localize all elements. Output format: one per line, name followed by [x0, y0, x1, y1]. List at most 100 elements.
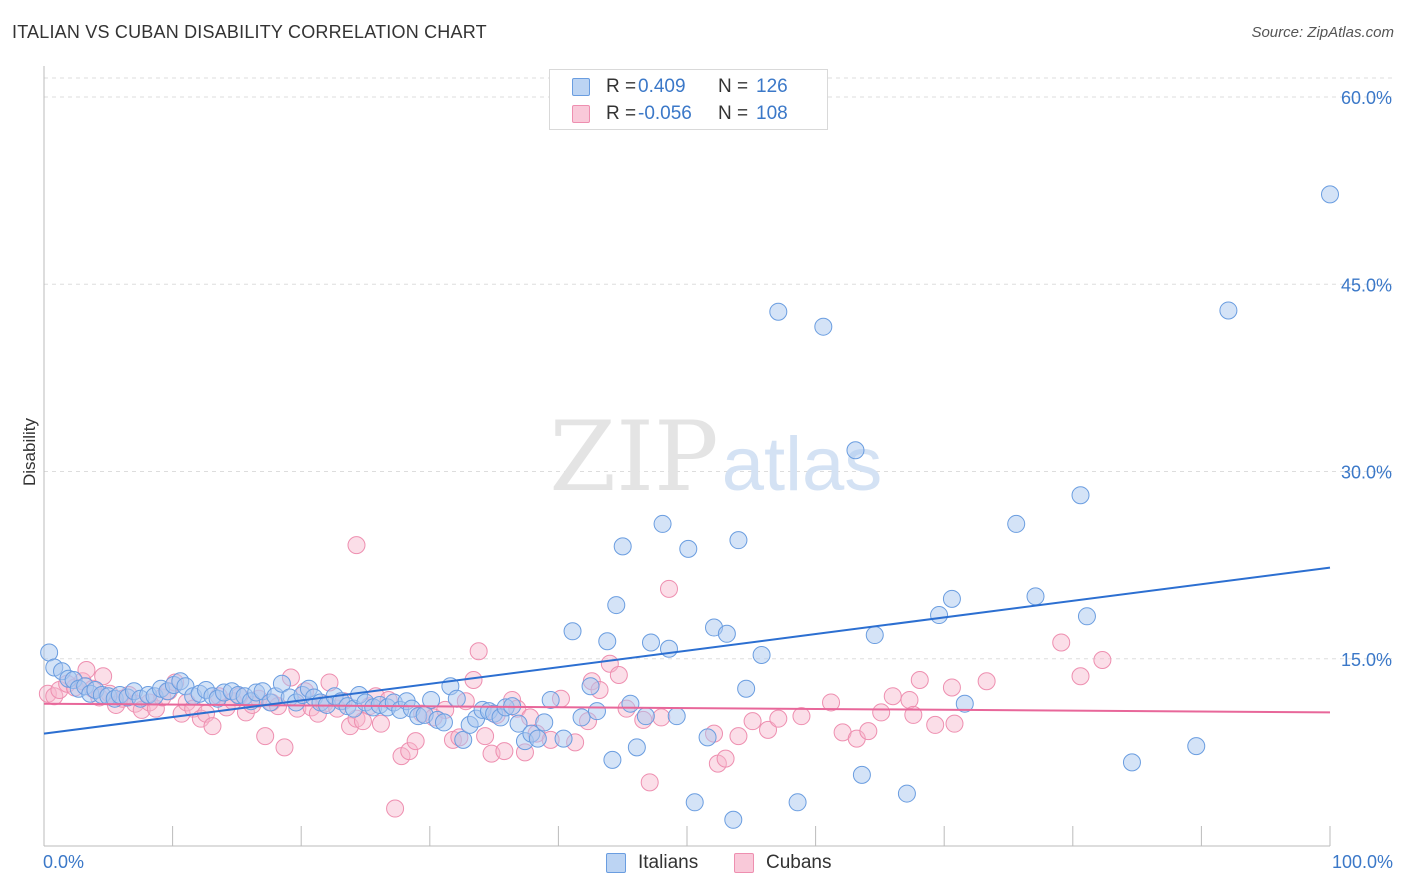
legend-row-cubans: R = -0.056 N = 108	[572, 101, 788, 127]
cubans-point	[203, 717, 222, 736]
italians-point	[509, 714, 528, 733]
grid-lines	[44, 77, 1392, 660]
y-tick-label: 30.0%	[1341, 463, 1392, 483]
cubans-point	[716, 749, 735, 768]
cubans-point	[872, 703, 891, 722]
cubans-point	[476, 727, 495, 746]
y-tick-label: 45.0%	[1341, 275, 1392, 295]
cubans-point	[652, 708, 671, 727]
cubans-point	[495, 742, 514, 761]
cubans-point	[926, 715, 945, 734]
italians-point	[724, 810, 743, 829]
chart-title: ITALIAN VS CUBAN DISABILITY CORRELATION …	[12, 22, 487, 42]
italians-point	[613, 537, 632, 556]
italians-point	[454, 730, 473, 749]
italians-point	[653, 514, 672, 533]
italians-point	[737, 679, 756, 698]
cubans-legend-label: Cubans	[766, 852, 832, 873]
stats-legend: R = 0.409 N = 126 R = -0.056 N = 108	[549, 69, 828, 130]
source-label: Source: ZipAtlas.com	[1251, 24, 1394, 41]
italians-point	[846, 441, 865, 460]
cubans-point	[1052, 633, 1071, 652]
cubans-point	[659, 579, 678, 598]
y-tick-label: 60.0%	[1341, 88, 1392, 108]
italians-point	[865, 626, 884, 645]
italians-point	[434, 713, 453, 732]
cubans-swatch	[572, 105, 590, 123]
legend-r-value: -0.056	[638, 103, 692, 124]
italians-point	[603, 750, 622, 769]
y-tick-labels: 15.0% 30.0% 45.0% 60.0%	[1341, 88, 1392, 670]
y-axis-label: Disability	[20, 417, 39, 486]
italians-point	[581, 677, 600, 696]
italians-points	[40, 185, 1339, 829]
legend-n-value: 126	[756, 76, 788, 97]
italians-point	[554, 729, 573, 748]
italians-point	[698, 728, 717, 747]
italians-point	[607, 596, 626, 615]
cubans-point	[910, 670, 929, 689]
cubans-point	[275, 738, 294, 757]
x-tick-label-min: 0.0%	[43, 852, 85, 872]
italians-trend-line	[43, 566, 1331, 735]
italians-point	[897, 784, 916, 803]
italians-legend-swatch	[606, 853, 626, 873]
cubans-point	[822, 693, 841, 712]
italians-point	[1026, 587, 1045, 606]
legend-row-italians: R = 0.409 N = 126	[572, 74, 788, 100]
italians-point	[641, 633, 660, 652]
cubans-points	[38, 536, 1112, 818]
italians-point	[717, 624, 736, 643]
italians-point	[1187, 737, 1206, 756]
legend-r-label: R =	[606, 76, 637, 97]
italians-point	[272, 674, 291, 693]
italians-point	[685, 793, 704, 812]
cubans-point	[1071, 667, 1090, 686]
italians-point	[40, 643, 59, 662]
series-legend: Italians Cubans	[0, 852, 1406, 878]
italians-point	[587, 702, 606, 721]
cubans-point	[386, 799, 405, 818]
cubans-point	[743, 712, 762, 731]
cubans-point	[792, 707, 811, 726]
cubans-point	[347, 536, 366, 555]
italians-point	[572, 708, 591, 727]
italians-point	[769, 302, 788, 321]
y-tick-label: 15.0%	[1341, 650, 1392, 670]
italians-point	[955, 694, 974, 713]
watermark-atlas: atlas	[722, 422, 883, 507]
italians-point	[1122, 753, 1141, 772]
italians-point	[598, 632, 617, 651]
italians-point	[1219, 301, 1238, 320]
cubans-point	[640, 773, 659, 792]
italians-point	[814, 317, 833, 336]
italians-point	[930, 606, 949, 625]
cubans-point	[859, 722, 878, 741]
italians-point	[541, 690, 560, 709]
italians-point	[447, 689, 466, 708]
italians-point	[667, 707, 686, 726]
cubans-point	[729, 727, 748, 746]
italians-point	[942, 589, 961, 608]
italians-point	[852, 765, 871, 784]
cubans-legend-swatch	[734, 853, 754, 873]
italians-point	[563, 622, 582, 641]
legend-item-italians: Italians	[606, 852, 698, 874]
legend-n-label: N =	[718, 103, 749, 124]
cubans-point	[94, 667, 113, 686]
x-tick-label-max: 100.0%	[1331, 852, 1393, 872]
italians-legend-label: Italians	[638, 852, 699, 873]
italians-point	[679, 539, 698, 558]
legend-r-label: R =	[606, 103, 637, 124]
cubans-point	[769, 709, 788, 728]
italians-point	[1077, 607, 1096, 626]
cubans-point	[371, 714, 390, 733]
cubans-point	[400, 742, 419, 761]
cubans-point	[942, 678, 961, 697]
legend-n-value: 108	[756, 103, 788, 124]
watermark: ZIP atlas	[549, 401, 882, 513]
italians-point	[535, 713, 554, 732]
legend-n-label: N =	[718, 76, 749, 97]
italians-point	[1321, 185, 1339, 204]
